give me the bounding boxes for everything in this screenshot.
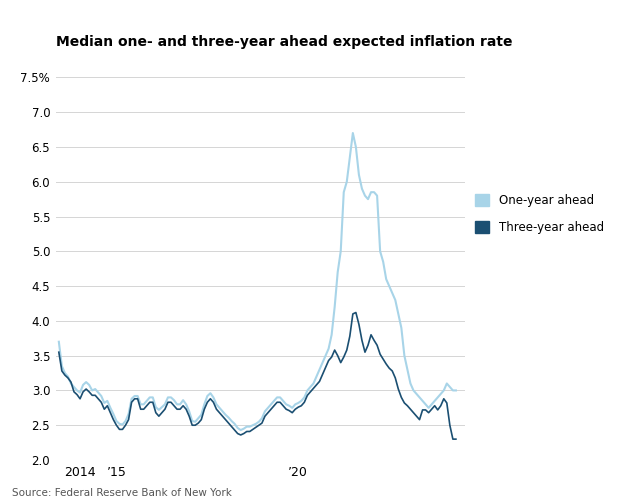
Text: Source: Federal Reserve Bank of New York: Source: Federal Reserve Bank of New York bbox=[12, 488, 232, 498]
Legend: One-year ahead, Three-year ahead: One-year ahead, Three-year ahead bbox=[475, 194, 604, 234]
Text: Median one- and three-year ahead expected inflation rate: Median one- and three-year ahead expecte… bbox=[56, 35, 512, 49]
